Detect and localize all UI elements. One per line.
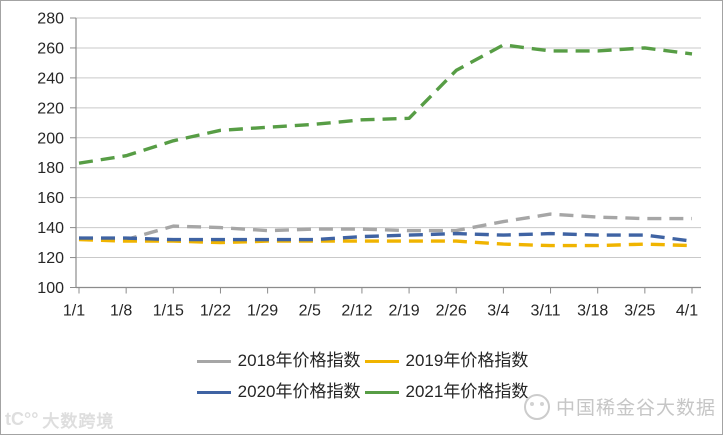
- y-axis-label-260: 260: [37, 40, 64, 57]
- x-axis-label-1/29: 1/29: [247, 303, 278, 320]
- watermark-left-text: 大数跨境: [42, 412, 115, 431]
- legend-swatch-2021: [364, 390, 399, 394]
- legend-row-1: 2018年价格指数 2019年价格指数: [195, 351, 531, 371]
- legend-item-2021: 2021年价格指数: [364, 382, 529, 402]
- watermark-right-text: 中国稀金谷大数据: [555, 398, 716, 419]
- legend-label-2019: 2019年价格指数: [405, 351, 529, 370]
- x-axis-label-3/4: 3/4: [487, 303, 509, 320]
- watermark-bottom-right: 中国稀金谷大数据: [523, 393, 716, 420]
- legend-swatch-2020: [196, 390, 231, 394]
- series-line-2018年价格指数: [78, 212, 692, 242]
- legend-row-2: 2020年价格指数 2021年价格指数: [195, 382, 531, 402]
- y-axis-label-240: 240: [37, 70, 64, 87]
- y-axis-label-200: 200: [37, 130, 64, 147]
- series-line-2020年价格指数: [79, 231, 693, 243]
- x-axis-label-1/22: 1/22: [200, 303, 231, 320]
- x-axis-label-3/18: 3/18: [577, 303, 608, 320]
- x-axis-label-4/1: 4/1: [676, 303, 698, 320]
- x-axis-label-2/12: 2/12: [341, 303, 372, 320]
- y-axis-label-120: 120: [37, 250, 64, 267]
- x-axis-label-3/25: 3/25: [624, 303, 655, 320]
- legend-item-2018: 2018年价格指数: [196, 351, 361, 371]
- y-axis-label-140: 140: [37, 220, 64, 237]
- y-axis-label-100: 100: [37, 280, 64, 297]
- legend-item-2019: 2019年价格指数: [364, 351, 529, 371]
- y-axis-label-180: 180: [37, 160, 64, 177]
- legend-label-2018: 2018年价格指数: [237, 351, 361, 370]
- y-axis-label-220: 220: [37, 100, 64, 117]
- x-axis-label-1/1: 1/1: [63, 303, 85, 320]
- x-axis-label-2/19: 2/19: [389, 303, 420, 320]
- watermark-circle-logo-icon: [523, 393, 550, 420]
- x-axis-label-2/26: 2/26: [436, 303, 467, 320]
- legend-item-2020: 2020年价格指数: [196, 382, 361, 402]
- watermark-bottom-left: tC°° 大数跨境: [5, 407, 114, 432]
- y-axis-label-280: 280: [37, 11, 64, 28]
- chart-legend: 2018年价格指数 2019年价格指数 2020年价格指数 2021年价格指数: [1, 351, 722, 402]
- series-line-2021年价格指数: [78, 43, 693, 165]
- x-axis-label-3/11: 3/11: [531, 303, 561, 320]
- legend-label-2020: 2020年价格指数: [237, 382, 361, 401]
- watermark-left-logo-icon: tC°°: [5, 409, 39, 429]
- x-axis-label-1/15: 1/15: [153, 303, 184, 320]
- price-index-line-chart: 100 120 140 160 180 200 220 240 260 280 1/1 1/8 1/15…: [37, 11, 701, 320]
- legend-swatch-2019: [364, 359, 399, 363]
- y-axis-label-160: 160: [37, 190, 64, 207]
- x-axis-label-2/5: 2/5: [299, 303, 321, 320]
- series-line-2019年价格指数: [78, 237, 693, 248]
- legend-label-2021: 2021年价格指数: [405, 382, 529, 401]
- legend-swatch-2018: [196, 359, 231, 363]
- x-axis-label-1/8: 1/8: [110, 303, 132, 320]
